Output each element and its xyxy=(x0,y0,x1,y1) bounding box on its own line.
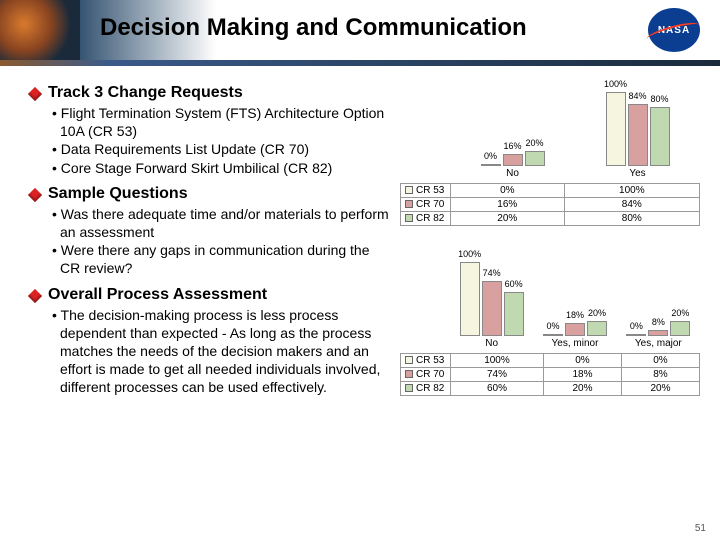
sub-bullet: Was there adequate time and/or materials… xyxy=(52,205,390,241)
table-cell: 74% xyxy=(451,368,544,382)
bar-value-label: 18% xyxy=(566,310,584,320)
chart-bar: 84% xyxy=(628,104,648,166)
chart-bar: 20% xyxy=(525,151,545,166)
table-cell: 0% xyxy=(543,354,621,368)
chart-area: 0%16%20%100%84%80% xyxy=(450,86,700,166)
bar-value-label: 16% xyxy=(503,141,521,151)
diamond-bullet-icon xyxy=(28,288,42,302)
chart-bar: 20% xyxy=(670,321,690,336)
table-cell: 80% xyxy=(564,212,699,226)
left-column: Track 3 Change Requests Flight Terminatio… xyxy=(30,76,390,396)
diamond-bullet-icon xyxy=(28,87,42,101)
bar-value-label: 20% xyxy=(671,308,689,318)
category-label: Yes xyxy=(575,168,700,179)
sub-bullet: Flight Termination System (FTS) Architec… xyxy=(52,104,390,140)
chart-bar: 80% xyxy=(650,107,670,166)
chart-bar: 20% xyxy=(587,321,607,336)
table-cell: 16% xyxy=(451,198,565,212)
table-cell: 100% xyxy=(451,354,544,368)
chart-2: 100%74%60%0%18%20%0%8%20%NoYes, minorYes… xyxy=(400,256,700,396)
legend-swatch-icon xyxy=(405,200,413,208)
chart-bar: 60% xyxy=(504,292,524,336)
chart-bar: 0% xyxy=(543,334,563,336)
right-column: 0%16%20%100%84%80%NoYesCR 530%100%CR 701… xyxy=(400,76,700,396)
category-label: No xyxy=(450,168,575,179)
sub-bullet: The decision-making process is less proc… xyxy=(52,306,390,397)
chart-bar: 16% xyxy=(503,154,523,166)
chart-bar: 74% xyxy=(482,281,502,336)
table-cell: 0% xyxy=(621,354,699,368)
bar-value-label: 20% xyxy=(588,308,606,318)
section-heading: Overall Process Assessment xyxy=(30,286,390,304)
table-cell: 100% xyxy=(564,184,699,198)
category-label: Yes, minor xyxy=(533,338,616,349)
bar-value-label: 100% xyxy=(604,79,627,89)
bar-value-label: 100% xyxy=(458,249,481,259)
bar-value-label: 60% xyxy=(505,279,523,289)
table-cell: 0% xyxy=(451,184,565,198)
table-cell: 60% xyxy=(451,382,544,396)
legend-label: CR 82 xyxy=(416,383,444,394)
chart-bar: 18% xyxy=(565,323,585,336)
bar-value-label: 8% xyxy=(652,317,665,327)
bar-value-label: 0% xyxy=(630,321,643,331)
chart-1: 0%16%20%100%84%80%NoYesCR 530%100%CR 701… xyxy=(400,86,700,226)
section-heading: Track 3 Change Requests xyxy=(30,84,390,102)
chart-bar: 0% xyxy=(626,334,646,336)
legend-label: CR 53 xyxy=(416,185,444,196)
bar-value-label: 84% xyxy=(628,91,646,101)
page-number: 51 xyxy=(695,523,706,534)
data-table: CR 53100%0%0%CR 7074%18%8%CR 8260%20%20% xyxy=(400,353,700,396)
legend-swatch-icon xyxy=(405,356,413,364)
heading-text: Sample Questions xyxy=(48,185,188,203)
legend-label: CR 82 xyxy=(416,213,444,224)
legend-swatch-icon xyxy=(405,214,413,222)
nasa-logo-icon: NASA xyxy=(648,8,700,52)
chart-bar: 0% xyxy=(481,164,501,166)
legend-swatch-icon xyxy=(405,186,413,194)
section-heading: Sample Questions xyxy=(30,185,390,203)
bar-value-label: 0% xyxy=(484,151,497,161)
sub-bullet: Were there any gaps in communication dur… xyxy=(52,241,390,277)
diamond-bullet-icon xyxy=(28,188,42,202)
legend-label: CR 53 xyxy=(416,355,444,366)
chart-area: 100%74%60%0%18%20%0%8%20% xyxy=(450,256,700,336)
legend-swatch-icon xyxy=(405,370,413,378)
table-cell: 8% xyxy=(621,368,699,382)
bar-value-label: 0% xyxy=(546,321,559,331)
table-cell: 20% xyxy=(621,382,699,396)
legend-swatch-icon xyxy=(405,384,413,392)
table-cell: 18% xyxy=(543,368,621,382)
chart-bar: 100% xyxy=(606,92,626,166)
sub-bullet: Core Stage Forward Skirt Umbilical (CR 8… xyxy=(52,159,390,177)
table-cell: 84% xyxy=(564,198,699,212)
category-label: No xyxy=(450,338,533,349)
bar-value-label: 74% xyxy=(483,268,501,278)
bar-value-label: 80% xyxy=(650,94,668,104)
heading-text: Track 3 Change Requests xyxy=(48,84,243,102)
chart-bar: 100% xyxy=(460,262,480,336)
slide-header: Decision Making and Communication NASA xyxy=(0,0,720,60)
chart-bar: 8% xyxy=(648,330,668,336)
data-table: CR 53 0%100% CR 70 16%84% CR 82 20%80% xyxy=(400,183,700,226)
sub-bullet: Data Requirements List Update (CR 70) xyxy=(52,140,390,158)
category-label: Yes, major xyxy=(617,338,700,349)
bar-value-label: 20% xyxy=(525,138,543,148)
heading-text: Overall Process Assessment xyxy=(48,286,267,304)
legend-label: CR 70 xyxy=(416,199,444,210)
table-cell: 20% xyxy=(451,212,565,226)
page-title: Decision Making and Communication xyxy=(100,14,527,42)
table-cell: 20% xyxy=(543,382,621,396)
legend-label: CR 70 xyxy=(416,369,444,380)
